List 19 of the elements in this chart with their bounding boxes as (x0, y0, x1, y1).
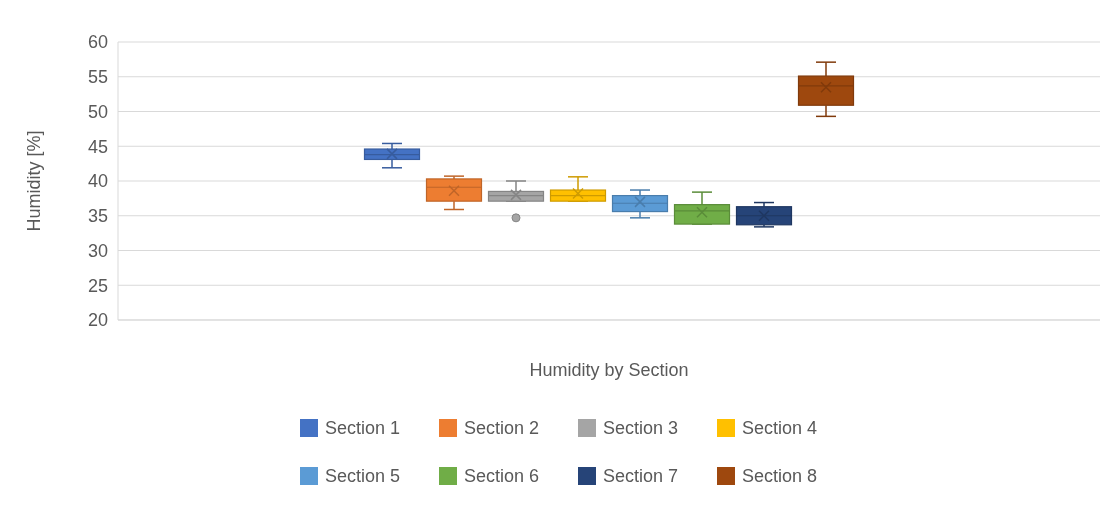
y-tick-label: 50 (87, 101, 108, 122)
legend-label: Section 5 (325, 466, 401, 487)
legend-label: Section 1 (325, 418, 401, 439)
legend-label: Section 7 (603, 466, 679, 487)
y-tick-label: 25 (87, 275, 108, 296)
y-tick-label: 35 (87, 206, 108, 227)
legend-label: Section 2 (464, 418, 540, 439)
legend-label: Section 8 (742, 466, 818, 487)
legend-label: Section 4 (742, 418, 818, 439)
x-tick-label: Humidity by Section (529, 360, 689, 380)
y-tick-label: 20 (87, 310, 108, 331)
legend-label: Section 3 (603, 418, 679, 439)
y-tick-label: 55 (87, 67, 108, 88)
y-tick-label: 40 (87, 171, 108, 192)
y-tick-label: 60 (87, 32, 108, 53)
legend-label: Section 6 (464, 466, 540, 487)
y-tick-label: 45 (87, 136, 108, 157)
y-tick-label: 30 (87, 240, 108, 261)
y-axis-title: Humidity [%] (24, 130, 44, 232)
